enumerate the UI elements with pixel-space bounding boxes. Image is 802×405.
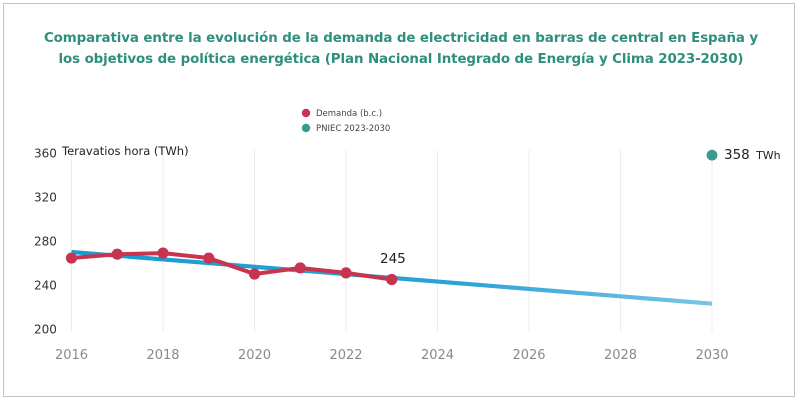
annotation-pniec-target: 358 TWh	[724, 147, 781, 163]
x-tick-2022: 2022	[329, 348, 362, 363]
y-tick-280: 280	[34, 235, 57, 249]
x-tick-2024: 2024	[421, 348, 454, 363]
demand-point-2021	[294, 262, 306, 274]
chart-title-line-2: los objetivos de política energética (Pl…	[58, 52, 744, 67]
y-tick-200: 200	[34, 323, 57, 337]
legend: Demanda (b.c.) PNIEC 2023-2030	[301, 108, 390, 134]
x-tick-2026: 2026	[512, 348, 545, 363]
grid	[71, 150, 713, 332]
demand-point-2016	[65, 252, 78, 264]
y-tick-320: 320	[34, 191, 57, 205]
demand-point-2019	[203, 252, 215, 264]
demand-point-2023	[386, 273, 398, 286]
legend-marker-demanda	[301, 108, 311, 118]
chart-title-line-1: Comparativa entre la evolución de la dem…	[43, 31, 759, 46]
legend-label-pniec: PNIEC 2023-2030	[316, 124, 390, 134]
demand-point-2018	[157, 247, 169, 259]
pniec-point-2030	[706, 149, 718, 161]
x-tick-2018: 2018	[146, 348, 179, 363]
chart-frame	[3, 3, 795, 397]
y-axis-ticks: 200 240 280 320 360	[34, 147, 57, 337]
x-tick-2030: 2030	[695, 348, 728, 363]
y-axis-label: Teravatios hora (TWh)	[61, 144, 189, 158]
x-tick-2016: 2016	[55, 348, 88, 363]
y-tick-240: 240	[34, 279, 57, 293]
x-tick-2020: 2020	[238, 348, 271, 363]
annotation-last-demand: 245	[380, 251, 406, 267]
legend-label-demanda: Demanda (b.c.)	[316, 109, 382, 119]
x-axis-ticks: 2016 2018 2020 2022 2024 2026 2028 2030	[55, 348, 729, 363]
demand-line	[69, 251, 394, 282]
annotation-pniec-value: 358 TWh	[724, 147, 781, 163]
demand-point-2022	[340, 267, 352, 279]
chart-title: Comparativa entre la evolución de la dem…	[0, 28, 802, 70]
demand-point-2020	[248, 268, 261, 280]
annotation-pniec-unit: TWh	[755, 149, 781, 162]
y-tick-360: 360	[34, 147, 57, 161]
x-tick-2028: 2028	[604, 348, 637, 363]
annotation-pniec-number: 358	[724, 147, 750, 163]
legend-marker-pniec	[301, 123, 311, 133]
series-layer	[65, 149, 718, 306]
demand-point-2017	[111, 248, 123, 260]
